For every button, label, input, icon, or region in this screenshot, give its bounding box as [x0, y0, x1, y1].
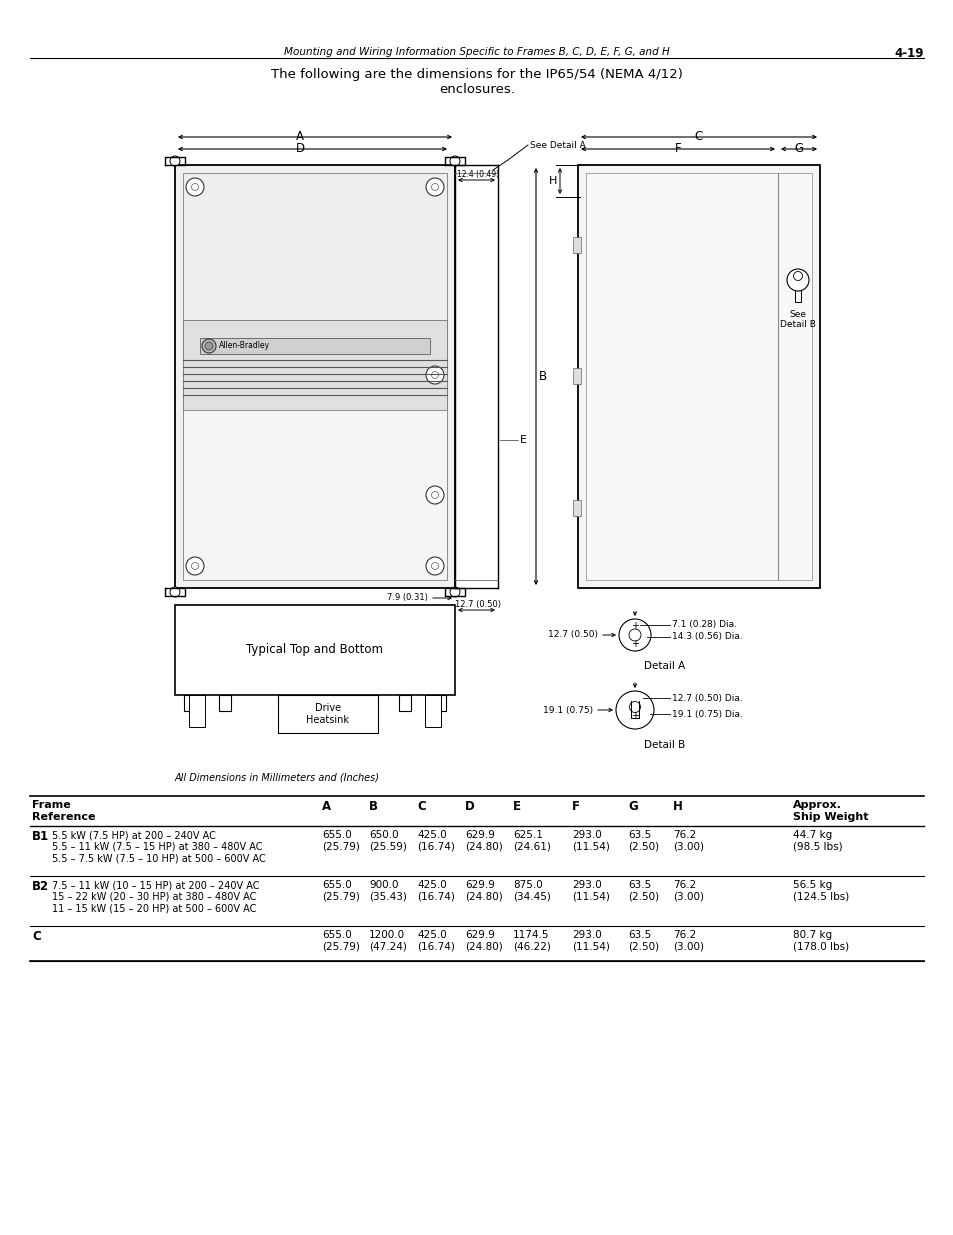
- Text: 19.1 (0.75): 19.1 (0.75): [542, 705, 593, 715]
- Bar: [189, 695, 205, 727]
- Text: See
Detail B: See Detail B: [780, 310, 815, 330]
- Bar: [184, 695, 195, 711]
- Text: 56.5 kg
(124.5 lbs): 56.5 kg (124.5 lbs): [792, 881, 848, 902]
- Text: 875.0
(34.45): 875.0 (34.45): [513, 881, 550, 902]
- Circle shape: [618, 619, 650, 651]
- Text: B: B: [538, 370, 547, 383]
- Text: F: F: [572, 800, 579, 813]
- Text: +: +: [630, 711, 639, 721]
- Text: 900.0
(35.43): 900.0 (35.43): [369, 881, 406, 902]
- Text: 80.7 kg
(178.0 lbs): 80.7 kg (178.0 lbs): [792, 930, 848, 952]
- Bar: [578, 165, 820, 588]
- Text: B: B: [369, 800, 377, 813]
- Circle shape: [170, 156, 180, 165]
- Circle shape: [186, 557, 204, 576]
- Bar: [398, 695, 411, 711]
- Text: E: E: [519, 435, 526, 445]
- Text: C: C: [694, 131, 702, 143]
- Circle shape: [431, 184, 438, 190]
- Text: E: E: [513, 800, 520, 813]
- Text: 12.4 (0.49): 12.4 (0.49): [456, 170, 498, 179]
- Text: 655.0
(25.79): 655.0 (25.79): [322, 881, 359, 902]
- Text: 14.3 (0.56) Dia.: 14.3 (0.56) Dia.: [671, 632, 742, 641]
- Text: See Detail A: See Detail A: [530, 141, 585, 149]
- Text: 12.7 (0.50): 12.7 (0.50): [455, 600, 500, 609]
- Text: Frame
Reference: Frame Reference: [32, 800, 95, 821]
- Text: 5.5 kW (7.5 HP) at 200 – 240V AC
5.5 – 11 kW (7.5 – 15 HP) at 380 – 480V AC
5.5 : 5.5 kW (7.5 HP) at 200 – 240V AC 5.5 – 1…: [52, 830, 266, 863]
- Bar: [183, 173, 447, 320]
- Text: G: G: [794, 142, 802, 156]
- Circle shape: [426, 487, 443, 504]
- Text: 425.0
(16.74): 425.0 (16.74): [416, 830, 455, 852]
- Bar: [200, 338, 430, 354]
- Text: 293.0
(11.54): 293.0 (11.54): [572, 881, 609, 902]
- Bar: [585, 173, 811, 580]
- Text: C: C: [32, 930, 41, 944]
- Text: 7.1 (0.28) Dia.: 7.1 (0.28) Dia.: [671, 620, 737, 630]
- Text: F: F: [674, 142, 680, 156]
- Bar: [174, 605, 455, 695]
- Text: 7.5 – 11 kW (10 – 15 HP) at 200 – 240V AC
15 – 22 kW (20 – 30 HP) at 380 – 480V : 7.5 – 11 kW (10 – 15 HP) at 200 – 240V A…: [52, 881, 259, 913]
- Text: 655.0
(25.79): 655.0 (25.79): [322, 830, 359, 852]
- Text: 293.0
(11.54): 293.0 (11.54): [572, 830, 609, 852]
- Text: 629.9
(24.80): 629.9 (24.80): [464, 930, 502, 952]
- Text: D: D: [295, 142, 304, 156]
- Circle shape: [431, 562, 438, 569]
- Circle shape: [192, 562, 198, 569]
- Text: 425.0
(16.74): 425.0 (16.74): [416, 930, 455, 952]
- Text: 19.1 (0.75) Dia.: 19.1 (0.75) Dia.: [671, 709, 742, 719]
- Bar: [277, 695, 377, 734]
- Text: H: H: [672, 800, 682, 813]
- Text: 12.7 (0.50): 12.7 (0.50): [547, 631, 598, 640]
- Circle shape: [426, 366, 443, 384]
- Circle shape: [431, 372, 438, 378]
- Text: 63.5
(2.50): 63.5 (2.50): [627, 930, 659, 952]
- Text: 625.1
(24.61): 625.1 (24.61): [513, 830, 550, 852]
- Text: 76.2
(3.00): 76.2 (3.00): [672, 930, 703, 952]
- Text: 76.2
(3.00): 76.2 (3.00): [672, 881, 703, 902]
- Circle shape: [205, 342, 213, 350]
- Text: Drive
Heatsink: Drive Heatsink: [306, 703, 349, 725]
- Circle shape: [426, 178, 443, 196]
- Text: 629.9
(24.80): 629.9 (24.80): [464, 881, 502, 902]
- Text: Approx.
Ship Weight: Approx. Ship Weight: [792, 800, 867, 821]
- Text: 7.9 (0.31): 7.9 (0.31): [387, 593, 428, 601]
- Circle shape: [431, 492, 438, 499]
- Text: Detail A: Detail A: [643, 661, 685, 671]
- Text: Detail B: Detail B: [643, 740, 685, 750]
- Text: G: G: [627, 800, 638, 813]
- Text: 12.7 (0.50) Dia.: 12.7 (0.50) Dia.: [671, 694, 742, 703]
- Text: B1: B1: [32, 830, 49, 844]
- Text: 63.5
(2.50): 63.5 (2.50): [627, 881, 659, 902]
- Text: 44.7 kg
(98.5 lbs): 44.7 kg (98.5 lbs): [792, 830, 841, 852]
- Text: B2: B2: [32, 881, 49, 893]
- Text: 76.2
(3.00): 76.2 (3.00): [672, 830, 703, 852]
- Text: Allen-Bradley: Allen-Bradley: [219, 342, 270, 351]
- Text: Mounting and Wiring Information Specific to Frames B, C, D, E, F, G, and H: Mounting and Wiring Information Specific…: [284, 47, 669, 57]
- Text: 63.5
(2.50): 63.5 (2.50): [627, 830, 659, 852]
- Text: +: +: [630, 638, 639, 650]
- Text: 1174.5
(46.22): 1174.5 (46.22): [513, 930, 550, 952]
- Circle shape: [186, 178, 204, 196]
- Text: A: A: [322, 800, 331, 813]
- Bar: [183, 173, 447, 580]
- Text: H: H: [548, 177, 557, 186]
- Circle shape: [793, 272, 801, 280]
- Bar: [174, 165, 455, 588]
- Text: 4-19: 4-19: [894, 47, 923, 61]
- Circle shape: [450, 587, 459, 597]
- Bar: [573, 237, 580, 253]
- Text: D: D: [464, 800, 475, 813]
- Text: 425.0
(16.74): 425.0 (16.74): [416, 881, 455, 902]
- Circle shape: [628, 629, 640, 641]
- Circle shape: [616, 692, 654, 729]
- Text: 293.0
(11.54): 293.0 (11.54): [572, 930, 609, 952]
- Text: Typical Top and Bottom: Typical Top and Bottom: [246, 643, 383, 657]
- Bar: [573, 368, 580, 384]
- Bar: [424, 695, 440, 727]
- Text: 650.0
(25.59): 650.0 (25.59): [369, 830, 406, 852]
- Text: The following are the dimensions for the IP65/54 (NEMA 4/12)
enclosures.: The following are the dimensions for the…: [271, 68, 682, 96]
- Circle shape: [202, 338, 215, 353]
- Text: C: C: [416, 800, 425, 813]
- Circle shape: [192, 184, 198, 190]
